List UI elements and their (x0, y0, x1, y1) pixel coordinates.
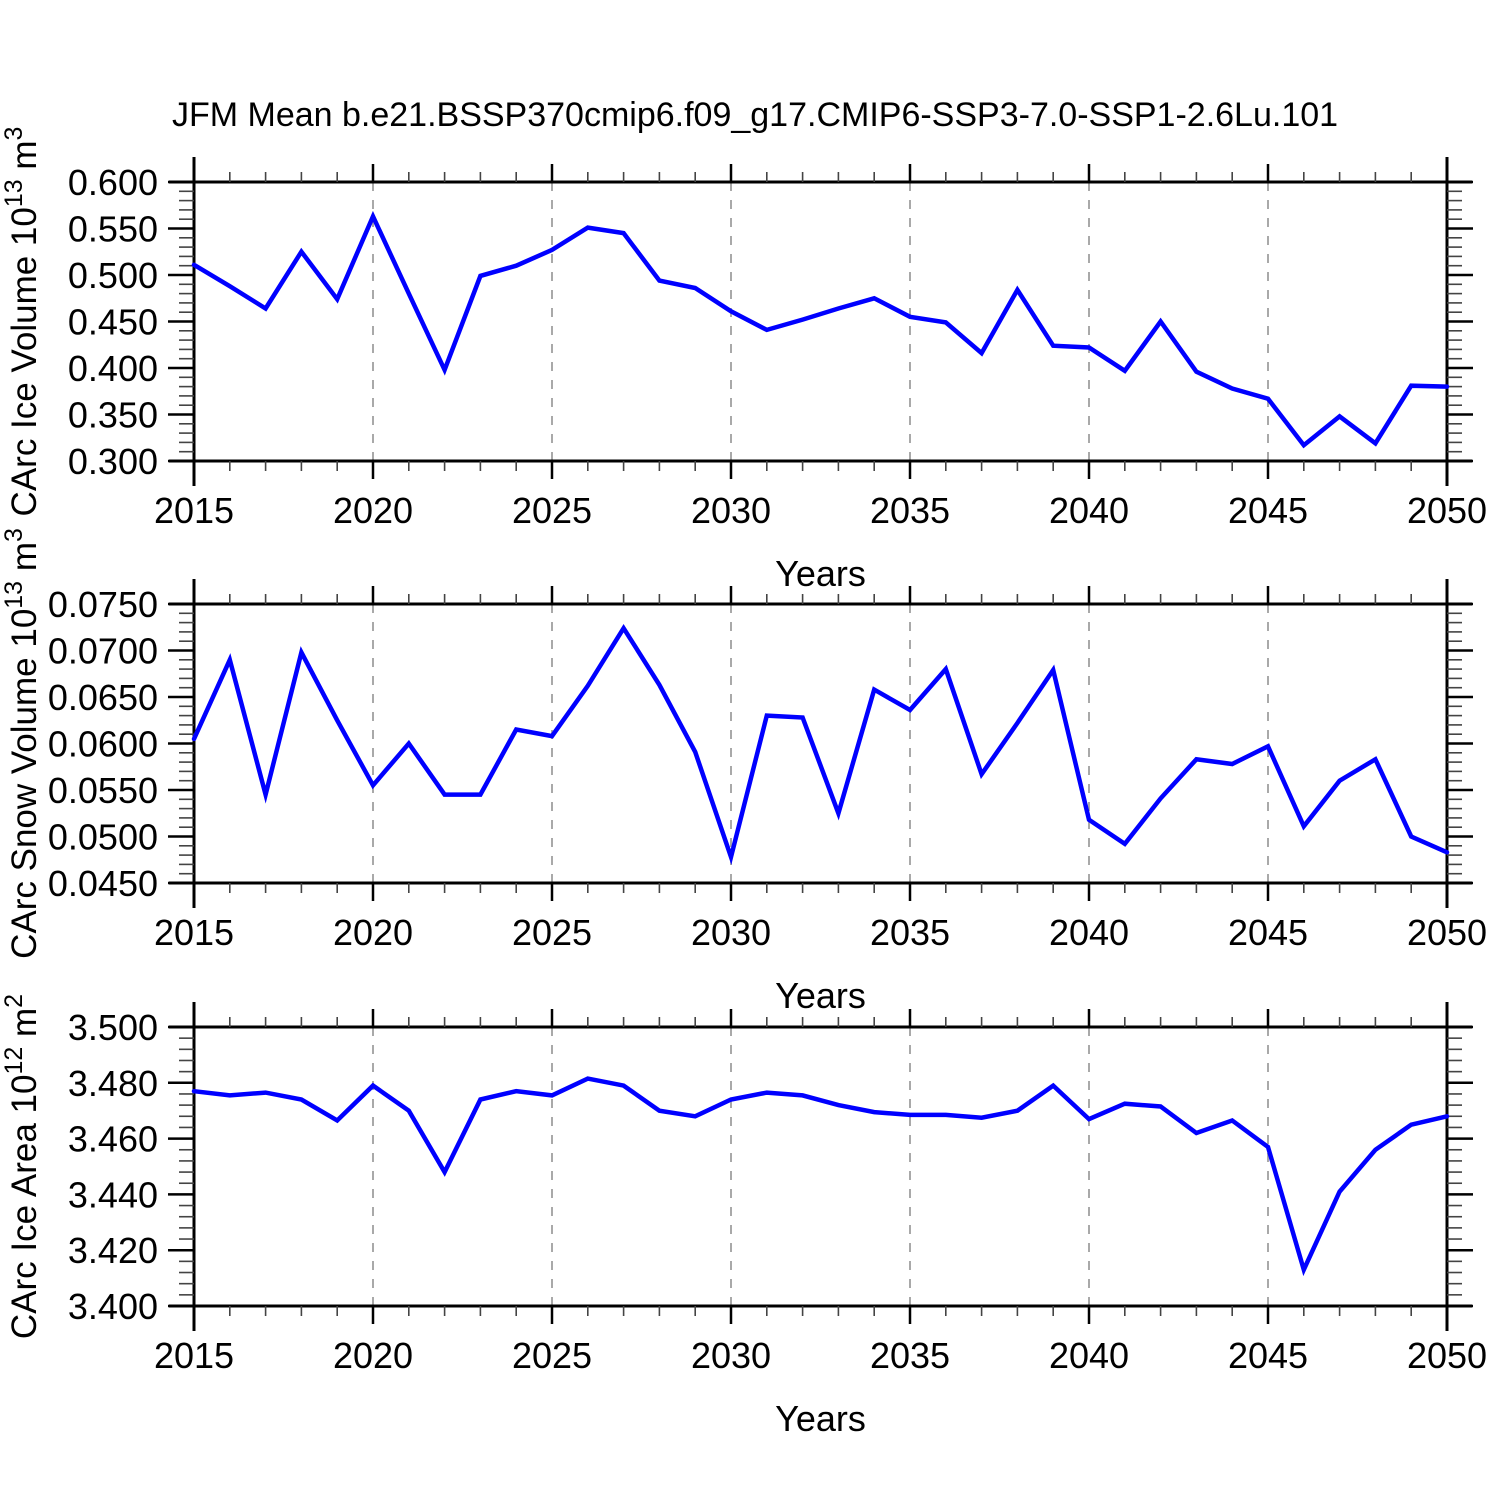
series-line-ice-volume (191, 210, 1450, 449)
x-tick-label: 2030 (691, 1335, 771, 1376)
x-tick-label: 2020 (333, 912, 413, 953)
y-tick-label: 0.400 (68, 348, 158, 389)
series-line-ice-area (191, 1076, 1450, 1277)
y-axis-title: CArc Ice Volume 1013 m3 (0, 127, 44, 517)
y-tick-label: 3.400 (68, 1286, 158, 1327)
x-tick-label: 2035 (870, 1335, 950, 1376)
x-axis-title: Years (775, 553, 866, 594)
y-tick-label: 3.480 (68, 1063, 158, 1104)
y-tick-label: 0.600 (68, 162, 158, 203)
x-tick-label: 2040 (1049, 912, 1129, 953)
x-tick-label: 2040 (1049, 1335, 1129, 1376)
x-tick-label: 2025 (512, 490, 592, 531)
x-tick-label: 2015 (154, 1335, 234, 1376)
x-tick-label: 2025 (512, 1335, 592, 1376)
x-tick-label: 2020 (333, 490, 413, 531)
y-tick-label: 3.440 (68, 1174, 158, 1215)
x-tick-label: 2035 (870, 912, 950, 953)
x-tick-label: 2030 (691, 912, 771, 953)
y-axis-title: CArc Snow Volume 1013 m3 (0, 528, 44, 959)
x-tick-label: 2045 (1228, 1335, 1308, 1376)
panel-snow-volume: 2015 2020 2025 2030 2035 2040 2045 2050 0.0750 0.… (0, 528, 1487, 1016)
panel-ice-volume: 2015 2020 2025 2030 2035 2040 2045 2050 0.600 0.5… (0, 127, 1487, 594)
panel-ice-area: 2015 2020 2025 2030 2035 2040 2045 2050 3.500 3.4… (0, 994, 1487, 1439)
y-tick-label: 0.500 (68, 255, 158, 296)
x-tick-label: 2035 (870, 490, 950, 531)
x-tick-label: 2045 (1228, 490, 1308, 531)
x-tick-label: 2045 (1228, 912, 1308, 953)
x-tick-label: 2050 (1407, 1335, 1487, 1376)
x-tick-label: 2015 (154, 490, 234, 531)
y-tick-label: 0.0550 (48, 770, 158, 811)
series-line-snow-volume (191, 623, 1450, 865)
x-tick-label: 2040 (1049, 490, 1129, 531)
x-tick-label: 2025 (512, 912, 592, 953)
x-tick-label: 2030 (691, 490, 771, 531)
y-tick-label: 3.460 (68, 1119, 158, 1160)
y-tick-label: 0.0700 (48, 631, 158, 672)
y-tick-label: 0.0750 (48, 584, 158, 625)
y-tick-label: 0.350 (68, 395, 158, 436)
x-tick-label: 2050 (1407, 912, 1487, 953)
y-tick-label: 0.550 (68, 209, 158, 250)
y-tick-label: 0.300 (68, 441, 158, 482)
x-axis-title: Years (775, 1398, 866, 1439)
y-tick-label: 0.0650 (48, 677, 158, 718)
x-tick-label: 2050 (1407, 490, 1487, 531)
y-tick-label: 0.0600 (48, 724, 158, 765)
x-axis-title: Years (775, 975, 866, 1016)
y-tick-label: 3.500 (68, 1007, 158, 1048)
x-tick-label: 2020 (333, 1335, 413, 1376)
y-tick-label: 0.450 (68, 302, 158, 343)
chart-title: JFM Mean b.e21.BSSP370cmip6.f09_g17.CMIP… (171, 96, 1339, 134)
y-tick-label: 3.420 (68, 1230, 158, 1271)
y-tick-label: 0.0450 (48, 863, 158, 904)
x-tick-label: 2015 (154, 912, 234, 953)
y-tick-label: 0.0500 (48, 817, 158, 858)
y-axis-title: CArc Ice Area 1012 m2 (0, 994, 44, 1339)
